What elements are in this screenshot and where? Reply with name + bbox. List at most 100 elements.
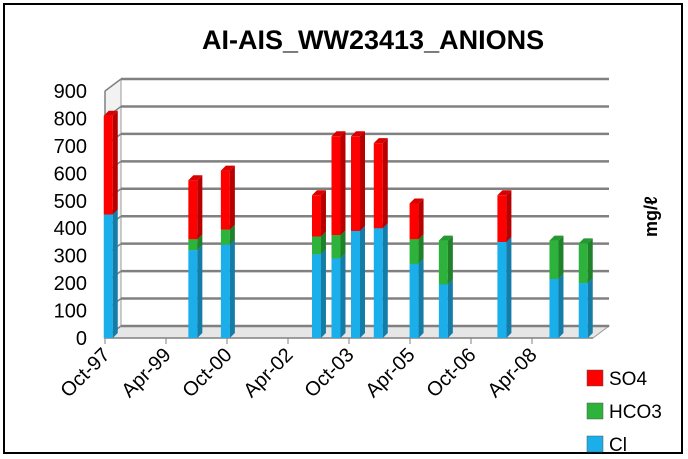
bar-front [549,240,559,279]
bar-segment-cl [497,236,512,338]
bar-front [331,258,341,338]
bar-front [351,136,361,231]
bar-front [549,278,559,338]
legend-swatch-hco3 [586,402,604,420]
bar-front [373,143,383,229]
bar-side [320,190,326,237]
bar-segment-cl [311,249,326,338]
bar-front [220,244,230,338]
bar-front [311,195,321,237]
x-tick-label: Oct-03 [301,344,359,402]
bar-front [220,229,230,245]
bar-top [373,138,388,144]
bar-side [506,190,512,242]
legend-swatch-so4 [586,369,604,387]
bar-segment-cl [438,279,453,338]
y-tick-label: 700 [54,136,87,158]
bar-side [587,278,593,338]
bar-front [103,115,113,215]
legend-label: SO4 [609,369,647,390]
bar-segment-cl [103,209,118,338]
bar-front [409,239,419,264]
x-tick-label: Apr-02 [240,344,298,402]
bar-side [418,198,424,240]
bar-side [447,235,453,285]
x-tick-label: Oct-97 [57,344,115,402]
y-tick-label: 400 [54,218,87,240]
bar-segment-cl [188,245,203,338]
bar-segment-cl [409,258,424,338]
bar-top [438,235,453,241]
bar-segment-so4 [409,198,424,240]
bar-front [188,239,198,251]
x-tick-label: Oct-00 [179,344,237,402]
y-axis-tick-labels: 0 100 200 300 400 500 600 700 800 900 [54,81,87,350]
bar-front [188,250,198,338]
gridline-depth [104,78,122,92]
legend-swatch-cl [586,435,604,453]
bar-top [497,190,512,196]
legend-label: HCO3 [609,402,662,423]
bar-segment-cl [578,278,593,338]
bar-front [409,263,419,338]
bar-side [447,279,453,338]
bar-side [382,138,388,229]
chart-title: AI-AIS_WW23413_ANIONS [202,25,544,55]
x-axis-tick-labels: Oct-97 Apr-99 Oct-00 Apr-02 Oct-03 Apr-05 Oct-… [57,338,542,402]
bar-top [220,165,235,171]
y-tick-label: 600 [54,163,87,185]
bar-segment-cl [220,239,235,338]
bar-segment-hco3 [549,235,564,279]
bar-side [558,235,564,279]
bar-segment-cl [351,225,366,338]
y-tick-label: 0 [76,328,87,350]
y-tick-label: 300 [54,246,87,268]
bar-segment-so4 [311,190,326,237]
x-tick-label: Apr-99 [118,344,176,402]
bar-front [497,195,507,242]
bar-side [587,238,593,284]
bar-front [578,283,588,338]
bar-front [373,228,383,338]
legend-label: Cl [609,435,627,456]
bar-front [311,254,321,338]
bar-series [103,110,593,338]
y-tick-label: 200 [54,273,87,295]
bar-side [320,249,326,338]
bar-top [351,131,366,137]
y-tick-label: 500 [54,191,87,213]
x-tick-label: Apr-08 [484,344,542,402]
y-tick-label: 800 [54,108,87,130]
bar-side [197,175,203,240]
bar-side [360,131,366,231]
bar-segment-so4 [331,131,346,236]
bar-top [103,110,118,116]
bar-front [331,235,341,259]
y-tick-label: 900 [54,81,87,103]
chart-frame: AI-AIS_WW23413_ANIONS 0 100 200 300 400 500 60… [3,3,683,456]
y-tick-label: 100 [54,301,87,323]
bar-side [360,225,366,338]
bar-side [320,231,326,255]
bar-segment-so4 [351,131,366,231]
bar-top [409,198,424,204]
bar-segment-so4 [497,190,512,242]
bar-front [438,240,448,285]
bar-segment-cl [373,223,388,338]
bar-front [331,136,341,236]
x-tick-label: Oct-06 [423,344,481,402]
bar-side [229,224,235,245]
bar-side [506,236,512,338]
bar-front [311,236,321,255]
bar-front [351,230,361,338]
bar-top [578,238,593,244]
bar-top [311,190,326,196]
bar-segment-hco3 [438,235,453,285]
bar-side [112,110,118,215]
bar-front [497,241,507,338]
bar-side [340,253,346,338]
bar-side [418,258,424,338]
bar-segment-so4 [373,138,388,229]
bar-front [578,243,588,284]
y-axis-label: mg/ℓ [641,196,661,237]
